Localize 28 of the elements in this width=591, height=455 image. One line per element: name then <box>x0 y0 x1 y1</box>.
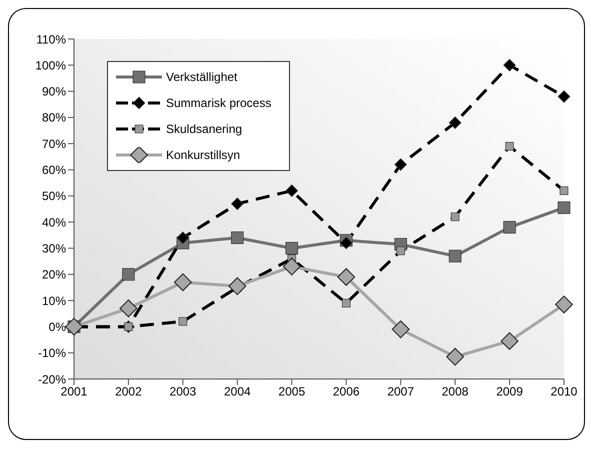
x-tick-label: 2006 <box>332 384 360 399</box>
legend-label: Verkställighet <box>166 69 238 86</box>
legend-label: Skuldsanering <box>166 121 242 138</box>
x-tick-label: 2009 <box>496 384 524 399</box>
legend-label: Konkurstillsyn <box>166 147 240 164</box>
y-tick-label: 40% <box>42 215 66 230</box>
x-tick-label: 2004 <box>224 384 252 399</box>
y-tick-label: 110% <box>36 32 66 46</box>
y-tick-label: 90% <box>42 84 66 99</box>
x-tick-label: 2008 <box>442 384 469 399</box>
x-tick-label: 2005 <box>278 384 306 399</box>
y-tick-label: -10% <box>38 346 66 360</box>
y-tick-label: 30% <box>42 241 66 256</box>
y-tick-label: 20% <box>42 268 66 282</box>
x-tick-label: 2010 <box>550 384 578 399</box>
y-tick-label: 70% <box>42 136 66 151</box>
y-tick-label: 100% <box>35 58 66 72</box>
x-tick-label: 2007 <box>387 384 414 399</box>
x-tick-label: 2001 <box>60 384 88 399</box>
y-tick-label: -20% <box>38 372 66 386</box>
x-tick-label: 2002 <box>115 384 142 399</box>
y-tick-label: 10% <box>42 294 66 308</box>
y-tick-label: 60% <box>42 163 66 178</box>
x-tick-label: 2003 <box>170 384 197 399</box>
y-tick-label: 80% <box>42 110 66 125</box>
legend-label: Summarisk process <box>166 95 272 112</box>
y-tick-label: 0% <box>48 320 66 334</box>
y-tick-label: 50% <box>42 189 66 204</box>
